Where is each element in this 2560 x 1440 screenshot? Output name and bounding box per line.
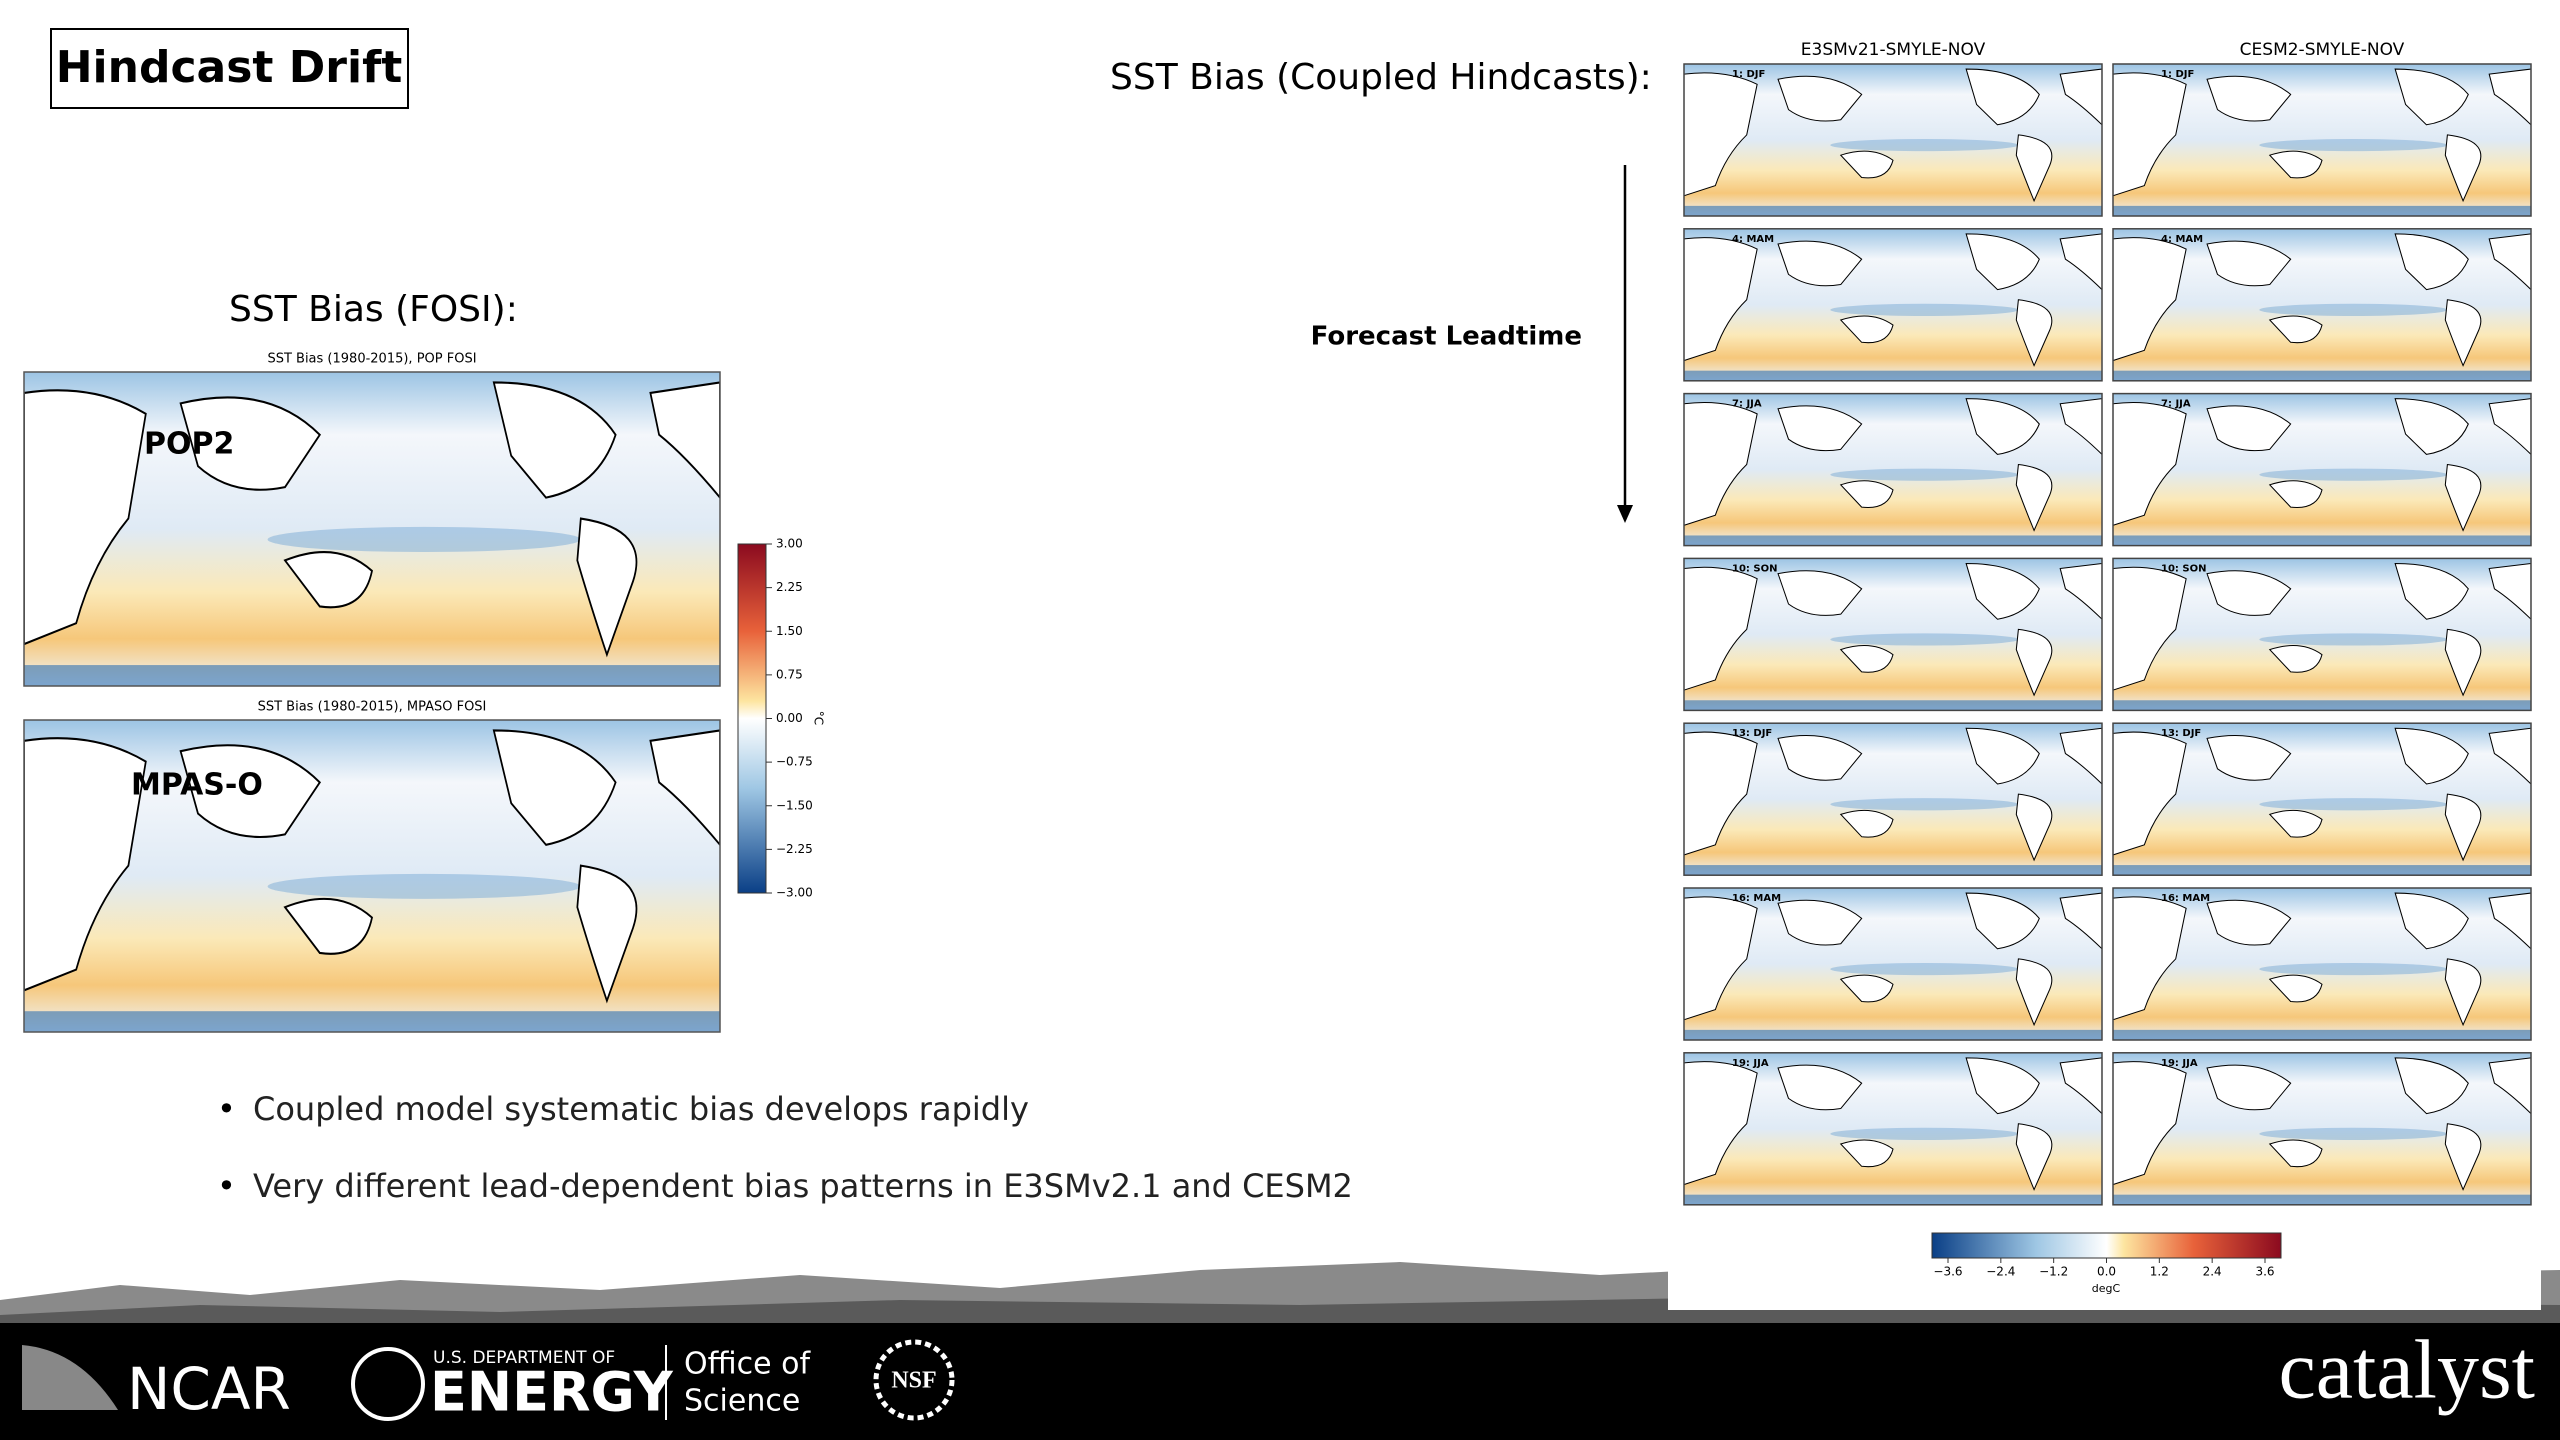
row-label: 13: DJF	[1732, 728, 1772, 739]
colorbar	[737, 543, 767, 894]
map-label: POP2	[144, 427, 234, 462]
colorbar-label: 0.00	[776, 711, 803, 725]
map	[24, 372, 720, 686]
bullet-marker: •	[217, 1167, 236, 1205]
map-frame	[1683, 557, 2103, 712]
colorbar-label: 0.75	[776, 667, 803, 681]
map	[1684, 888, 2102, 1040]
footer-band	[0, 1323, 2560, 1440]
row-label: 4: MAM	[1732, 234, 1774, 245]
row-label: 1: DJF	[1732, 69, 1765, 80]
colorbar-label: 2.4	[2203, 1265, 2222, 1279]
colorbar-label: −0.75	[776, 755, 813, 769]
fosi-heading: SST Bias (FOSI):	[229, 289, 518, 330]
colorbar-label: −3.6	[1933, 1265, 1962, 1279]
column-header: E3SMv21-SMYLE-NOV	[1801, 40, 1986, 60]
row-label: 1: DJF	[2161, 69, 2194, 80]
map	[24, 720, 720, 1032]
colorbar-labels: 3.00 2.25 1.50 0.75 0.00 −0.75 −1.50 −2.25 −3.00	[766, 537, 813, 900]
axis-label: Forecast Leadtime	[1311, 322, 1582, 352]
map	[2113, 1052, 2531, 1205]
map	[2113, 393, 2531, 546]
nsf-seal	[873, 1339, 955, 1421]
footer-logo: NSF	[891, 1368, 936, 1394]
colorbar-label: −1.50	[776, 798, 813, 812]
map-frame	[23, 371, 721, 687]
row-label: 4: MAM	[2161, 234, 2203, 245]
map-frame	[2112, 392, 2532, 547]
map-title: SST Bias (1980-2015), POP FOSI	[267, 352, 476, 367]
bullet-marker: •	[217, 1090, 236, 1128]
map-frame	[1683, 887, 2103, 1041]
map	[1684, 723, 2102, 876]
colorbar-label: −3.00	[776, 886, 813, 900]
map-frame	[1683, 63, 2103, 217]
row-label: 16: MAM	[1732, 893, 1781, 904]
colorbar-label: 2.25	[776, 580, 803, 594]
map-frame	[1683, 1052, 2103, 1206]
slide-title: Hindcast Drift	[56, 42, 403, 93]
footer-logo: Science	[684, 1384, 800, 1419]
doe-seal	[351, 1347, 425, 1421]
row-label: 7: JJA	[2161, 399, 2191, 410]
colorbar-unit: °C	[812, 711, 826, 725]
map	[1684, 1052, 2102, 1205]
colorbar-label: 3.00	[776, 537, 803, 551]
map-frame	[2112, 228, 2532, 382]
map-frame	[2112, 887, 2532, 1041]
coupled-heading: SST Bias (Coupled Hindcasts):	[1110, 57, 1652, 98]
colorbar-label: −2.25	[776, 842, 813, 856]
colorbar	[1931, 1232, 2282, 1259]
map-frame	[2112, 557, 2532, 712]
row-label: 19: JJA	[1732, 1058, 1769, 1069]
row-label: 10: SON	[1732, 563, 1777, 574]
colorbar-unit: degC	[2092, 1282, 2121, 1295]
row-label: 13: DJF	[2161, 728, 2201, 739]
map-frame	[2112, 1052, 2532, 1206]
colorbar-label: 1.2	[2150, 1265, 2169, 1279]
footer-logo: catalyst	[2278, 1323, 2535, 1416]
bullet: Very different lead-dependent bias patte…	[253, 1167, 1353, 1205]
map-frame	[1683, 722, 2103, 876]
map	[2113, 64, 2531, 216]
map	[2113, 558, 2531, 711]
colorbar-label: −1.2	[2039, 1265, 2068, 1279]
footer-logo: U.S. DEPARTMENT OF	[433, 1348, 615, 1368]
map	[2113, 228, 2531, 381]
footer-logo: NCAR	[127, 1355, 291, 1423]
map-frame	[1683, 228, 2103, 382]
row-label: 19: JJA	[2161, 1058, 2198, 1069]
map-frame	[2112, 63, 2532, 217]
column-header: CESM2-SMYLE-NOV	[2240, 40, 2405, 60]
row-label: 10: SON	[2161, 563, 2206, 574]
map	[2113, 888, 2531, 1040]
map	[1684, 393, 2102, 546]
colorbar-label: −2.4	[1986, 1265, 2015, 1279]
arrow-head	[1617, 505, 1633, 523]
title-box	[50, 28, 409, 109]
ncar-mark	[22, 1345, 118, 1410]
map	[2113, 723, 2531, 876]
map	[1684, 558, 2102, 711]
map-label: MPAS-O	[131, 768, 263, 803]
footer-logo: ENERGY	[430, 1361, 674, 1424]
row-label: 7: JJA	[1732, 399, 1762, 410]
map	[1684, 228, 2102, 381]
row-label: 16: MAM	[2161, 893, 2210, 904]
colorbar-label: 1.50	[776, 624, 803, 638]
colorbar-label: 0.0	[2097, 1265, 2116, 1279]
map-frame	[23, 719, 721, 1033]
bullet: Coupled model systematic bias develops r…	[253, 1090, 1029, 1128]
map-frame	[1683, 392, 2103, 547]
map	[1684, 64, 2102, 216]
footer-logo: Office of	[684, 1347, 811, 1382]
map-frame	[2112, 722, 2532, 876]
map-title: SST Bias (1980-2015), MPASO FOSI	[258, 700, 487, 715]
colorbar-label: 3.6	[2255, 1265, 2274, 1279]
